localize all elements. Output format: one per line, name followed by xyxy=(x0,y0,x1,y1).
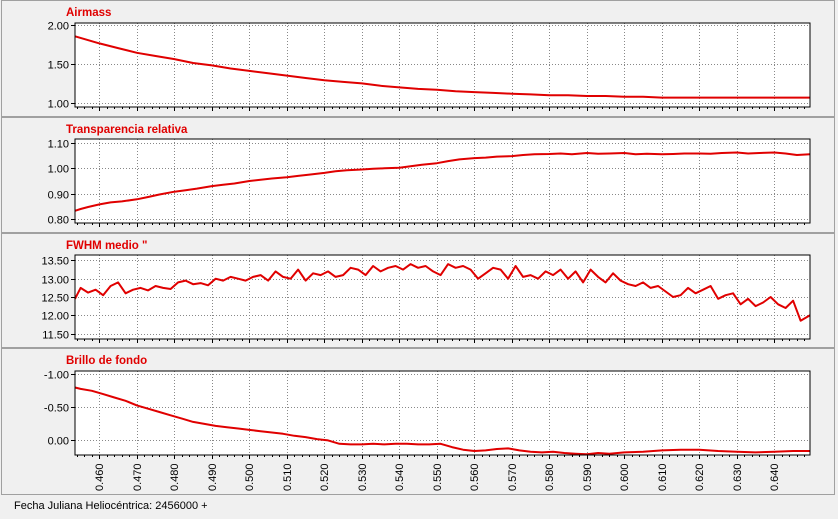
x-tick-label: 0.550 xyxy=(432,463,444,491)
y-tick-label: 0.80 xyxy=(48,215,69,227)
panel-title-brillo: Brillo de fondo xyxy=(66,355,148,367)
x-tick-label: 0.470 xyxy=(132,463,144,491)
y-tick-label: -0.50 xyxy=(44,403,69,415)
series-line xyxy=(74,263,811,322)
x-tick-label: 0.640 xyxy=(769,463,781,491)
x-tick-label: 0.520 xyxy=(319,463,331,491)
y-tick-label: 0.00 xyxy=(48,436,69,448)
x-tick-label: 0.490 xyxy=(207,463,219,491)
x-tick-label: 0.510 xyxy=(282,463,294,491)
x-tick-label: 0.560 xyxy=(469,463,481,491)
y-tick-label: 12.00 xyxy=(41,311,69,323)
series-line xyxy=(74,386,810,456)
plot-frame xyxy=(74,370,811,456)
y-tick-label: -1.00 xyxy=(44,370,69,382)
plot-frame xyxy=(74,138,811,224)
y-tick-label: 1.50 xyxy=(48,60,69,72)
y-tick-label: 1.00 xyxy=(48,164,69,176)
y-tick-label: 13.00 xyxy=(41,275,69,287)
x-tick-label: 0.530 xyxy=(357,463,369,491)
x-tick-label: 0.570 xyxy=(507,463,519,491)
series-line xyxy=(74,35,810,99)
y-tick-label: 13.50 xyxy=(41,256,69,268)
x-axis-label: Fecha Juliana Heliocéntrica: 2456000 + xyxy=(14,500,208,512)
y-tick-label: 0.90 xyxy=(48,190,69,202)
x-tick-label: 0.460 xyxy=(94,463,106,491)
x-tick-label: 0.630 xyxy=(732,463,744,491)
panel-title-fwhm: FWHM medio " xyxy=(66,240,148,252)
x-tick-label: 0.590 xyxy=(582,463,594,491)
x-tick-label: 0.480 xyxy=(169,463,181,491)
x-tick-label: 0.540 xyxy=(394,463,406,491)
y-tick-label: 1.10 xyxy=(48,139,69,151)
y-tick-label: 1.00 xyxy=(48,99,69,111)
x-tick-label: 0.500 xyxy=(244,463,256,491)
plot-frame xyxy=(74,254,811,340)
panel-title-airmass: Airmass xyxy=(66,7,112,19)
series-line xyxy=(74,151,811,212)
plot-frame xyxy=(74,22,811,108)
x-tick-label: 0.580 xyxy=(544,463,556,491)
panel-title-transparencia: Transparencia relativa xyxy=(66,124,188,136)
y-tick-label: 11.50 xyxy=(42,330,69,342)
x-tick-label: 0.600 xyxy=(619,463,631,491)
y-tick-label: 12.50 xyxy=(41,293,69,305)
x-tick-label: 0.620 xyxy=(694,463,706,491)
x-tick-label: 0.610 xyxy=(657,463,669,491)
y-tick-label: 2.00 xyxy=(48,21,69,33)
